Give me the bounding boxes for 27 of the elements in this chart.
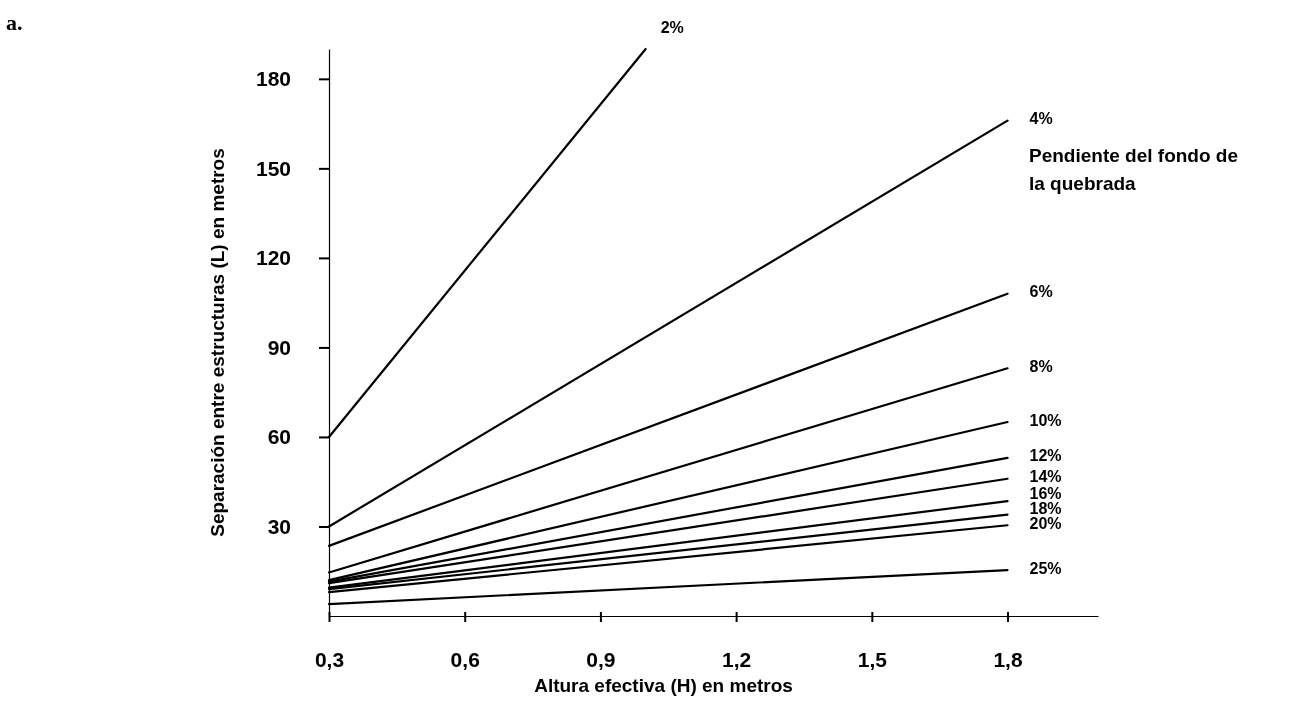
series-label: 18% xyxy=(1029,499,1062,517)
series-label: 14% xyxy=(1029,468,1062,486)
y-tick-label: 30 xyxy=(267,514,291,538)
legend-title: Pendiente del fondo de la quebrada xyxy=(1029,145,1239,194)
y-tick-label: 60 xyxy=(267,425,291,449)
x-tick-label: 0,9 xyxy=(586,647,616,671)
x-axis-title: Altura efectiva (H) en metros xyxy=(534,675,793,696)
x-tick-label: 0,3 xyxy=(314,647,345,671)
series-label: 10% xyxy=(1029,411,1062,429)
series-label: 12% xyxy=(1029,447,1062,465)
series-label: 4% xyxy=(1029,110,1053,128)
y-tick-label: 180 xyxy=(255,67,291,91)
y-tick-label: 120 xyxy=(255,246,291,270)
series-label: 25% xyxy=(1029,559,1062,577)
series-label: 6% xyxy=(1029,283,1053,301)
y-tick-label: 150 xyxy=(255,156,291,180)
x-tick-label: 1,2 xyxy=(722,647,752,671)
series-label: 8% xyxy=(1029,357,1053,375)
x-tick-label: 0,6 xyxy=(450,647,480,671)
x-tick-label: 1,8 xyxy=(993,647,1023,671)
y-axis-title: Separación entre estructuras (L) en metros xyxy=(207,148,228,537)
series-label: 16% xyxy=(1029,484,1062,502)
series-label: 20% xyxy=(1029,514,1062,532)
series-label: 2% xyxy=(660,18,684,36)
x-tick-label: 1,5 xyxy=(857,647,888,671)
y-tick-label: 90 xyxy=(267,335,291,359)
text: a. xyxy=(6,10,23,35)
